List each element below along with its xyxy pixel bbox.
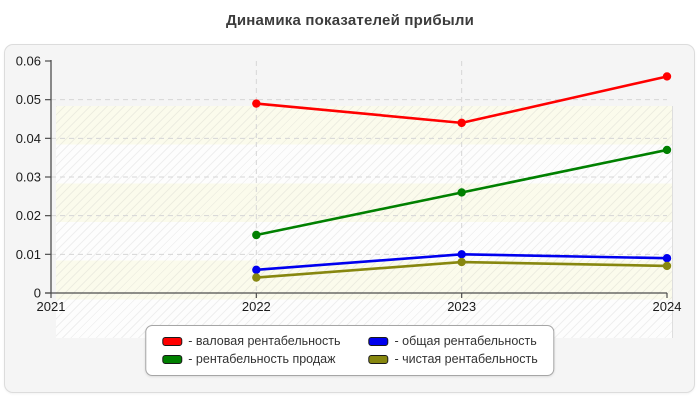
legend-item-chistaya: - чистая рентабельность [368, 352, 538, 366]
chart-panel [4, 44, 695, 393]
y-tick-label: 0.04 [16, 131, 41, 146]
x-tick-label: 2024 [653, 299, 682, 314]
plot-area [56, 106, 673, 338]
data-point [662, 145, 672, 155]
data-point [662, 261, 672, 271]
legend-item-obshchaya: - общая рентабельность [368, 334, 538, 348]
y-tick-label: 0 [34, 286, 41, 301]
data-point [457, 188, 466, 197]
x-tick-label: 2021 [37, 299, 66, 314]
legend-label: - рентабельность продаж [188, 352, 336, 366]
y-tick-label: 0.03 [16, 170, 41, 185]
chart-title: Динамика показателей прибыли [225, 12, 475, 29]
legend-label: - общая рентабельность [394, 334, 537, 348]
x-tick-label: 2022 [242, 299, 271, 314]
y-tick-label: 0.06 [16, 54, 41, 69]
legend-item-prodazh: - рентабельность продаж [162, 352, 340, 366]
data-point [662, 254, 672, 263]
data-point [457, 257, 466, 267]
legend-swatch-blue [368, 336, 389, 346]
data-point [457, 118, 466, 128]
legend-item-valovaya: - валовая рентабельность [162, 334, 341, 348]
legend-label: - чистая рентабельность [394, 352, 538, 366]
legend-swatch-olive [368, 354, 389, 364]
y-tick-label: 0.05 [16, 92, 41, 107]
data-point [252, 99, 261, 108]
data-point [252, 273, 261, 282]
x-tick-label: 2023 [447, 299, 476, 314]
legend: - валовая рентабельность - общая рентабе… [145, 325, 555, 376]
y-tick-label: 0.01 [16, 247, 41, 262]
data-point [252, 230, 261, 240]
legend-swatch-green [162, 354, 183, 364]
data-point [662, 72, 672, 81]
data-point [252, 265, 261, 274]
legend-swatch-red [162, 336, 183, 346]
legend-label: - валовая рентабельность [188, 334, 341, 348]
data-point [457, 250, 466, 259]
y-tick-label: 0.02 [16, 208, 41, 223]
